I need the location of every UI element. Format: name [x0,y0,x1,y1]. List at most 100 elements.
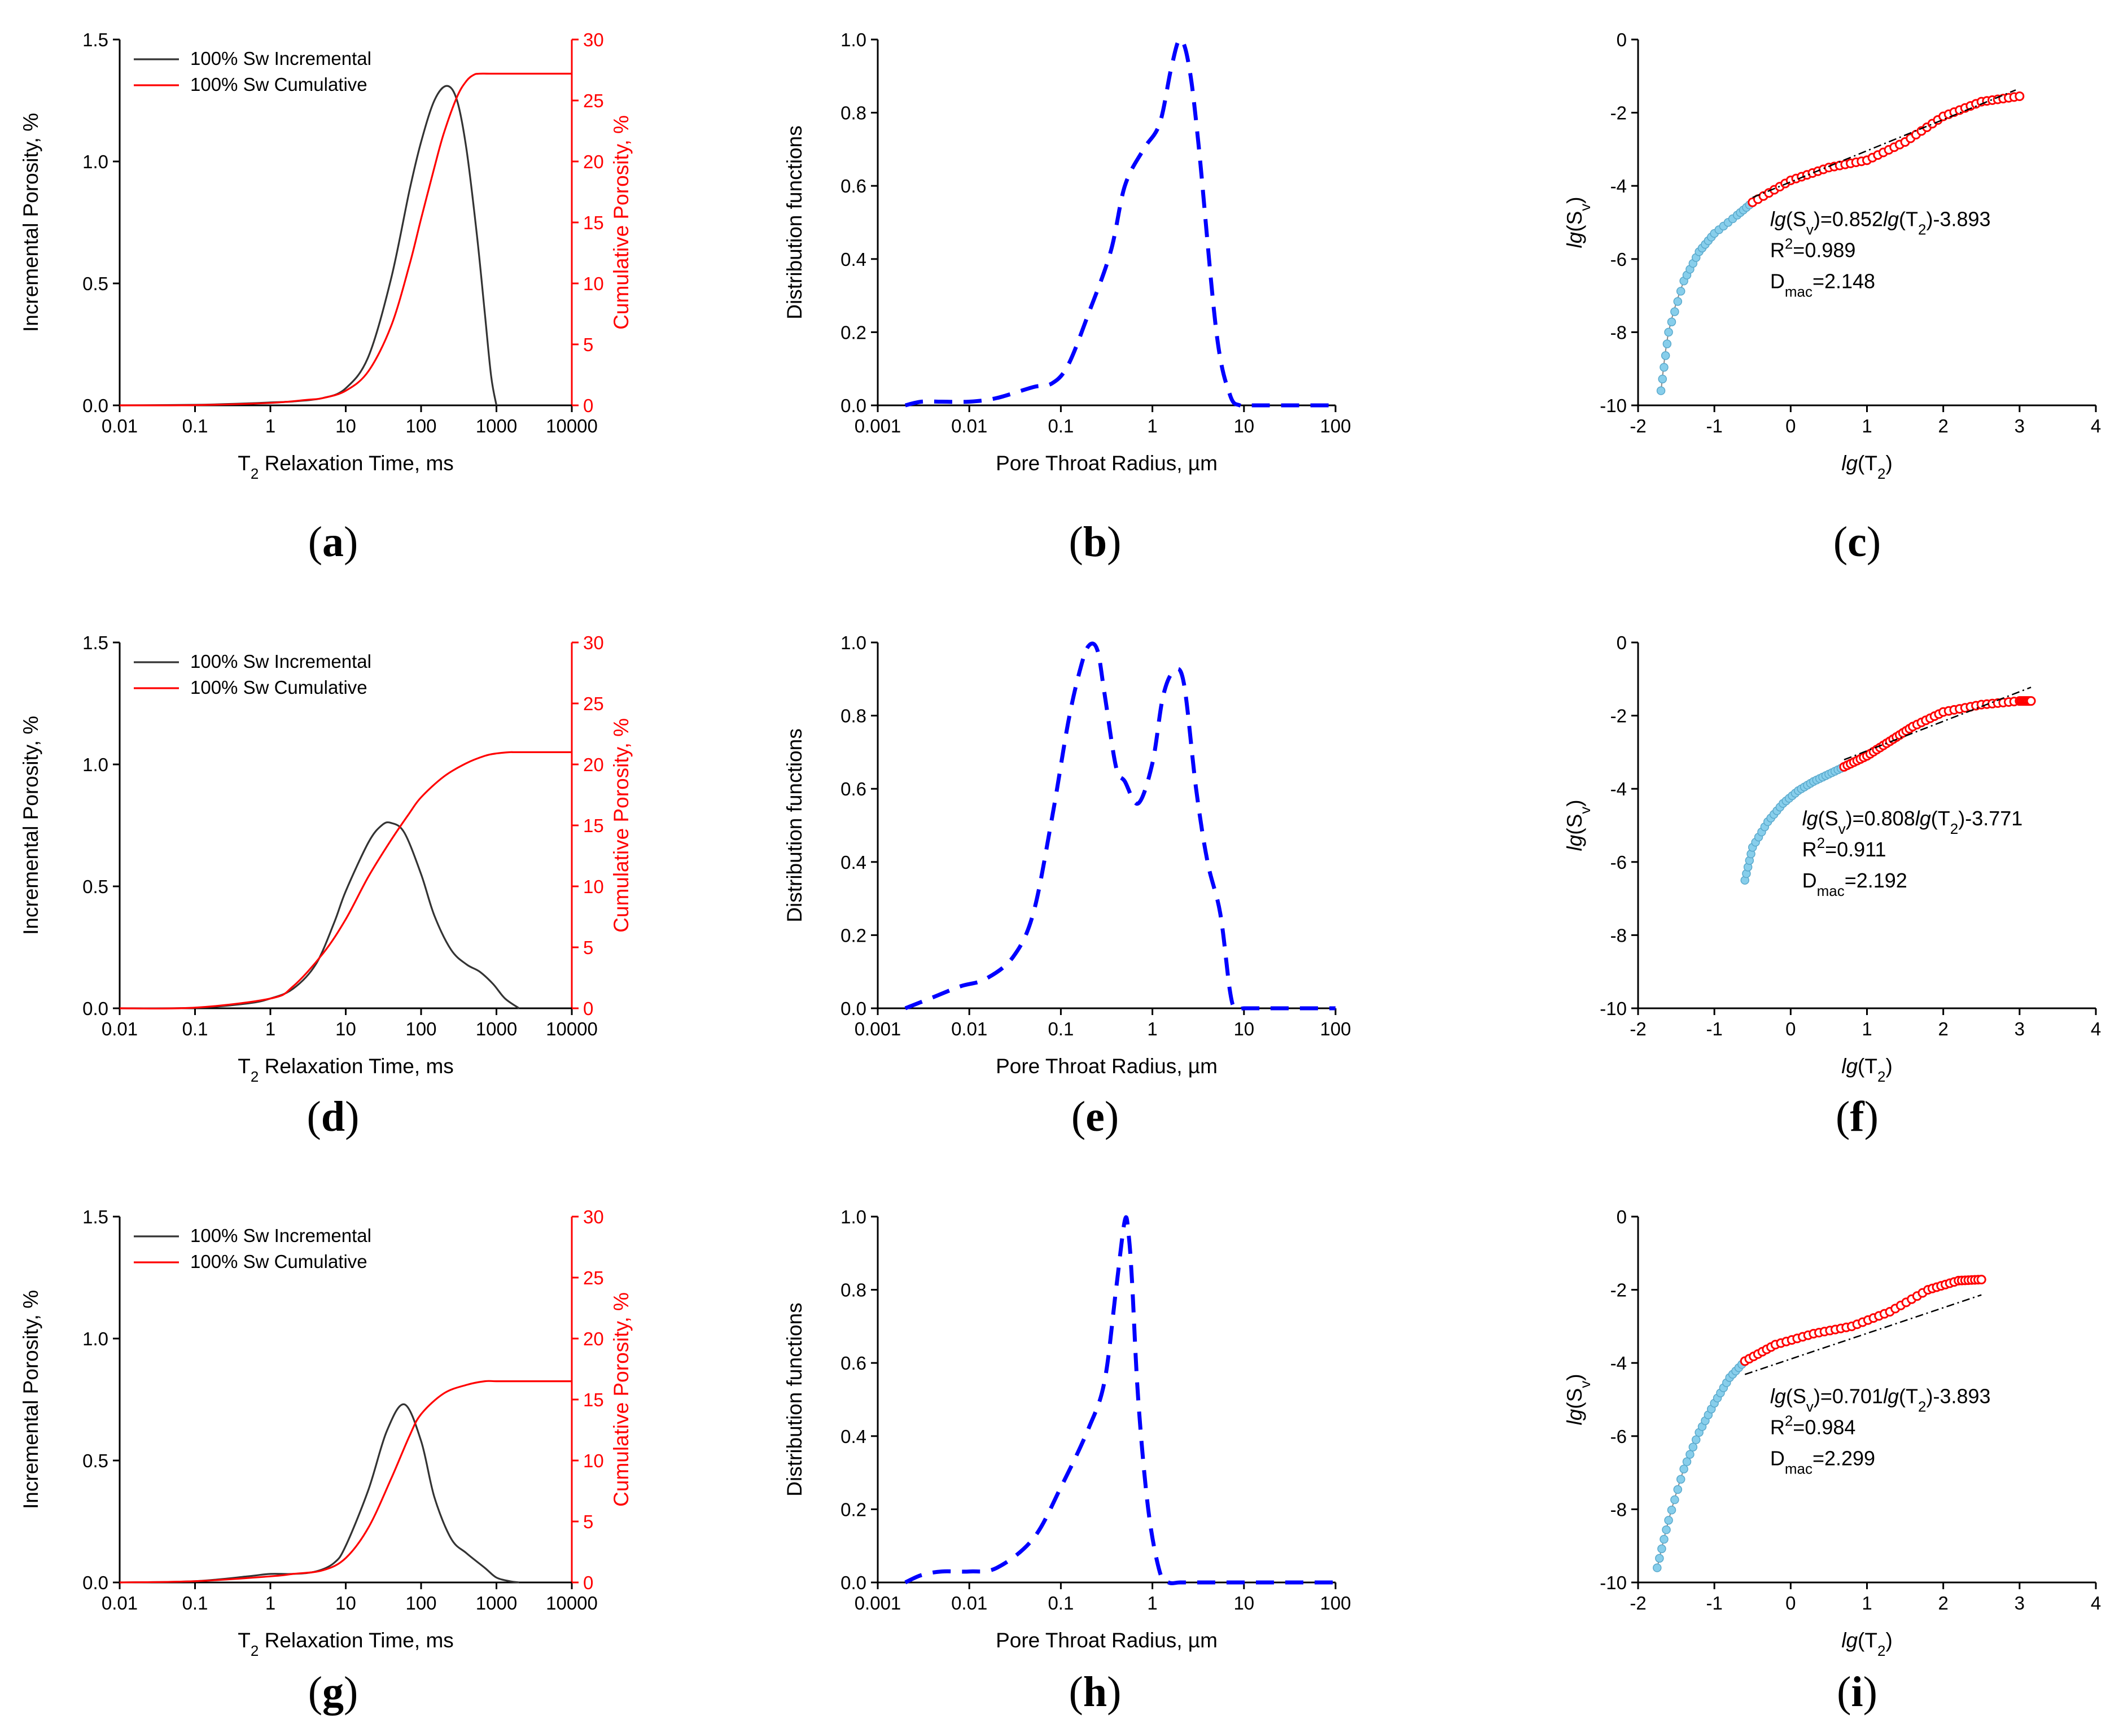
y-label-close: ) [1563,1374,1586,1380]
x-label-t: (T [1858,1629,1877,1652]
x-label-rest: Relaxation Time, ms [259,1629,453,1652]
x-label-lg: lg [1841,1629,1858,1652]
blue-point [1657,1544,1666,1554]
x-tick-label: 0.01 [951,416,987,436]
chart-a: (a) 0.01 0.1 1 10 100 1000 10000 0.0 0.5 1.0 1.5 0 5 1… [19,29,633,566]
annotation-r2: R2=0.984 [1770,1412,1856,1438]
x-axis-label: T2 Relaxation Time, ms [238,1629,454,1659]
x-tick-label: 10 [1233,1018,1254,1039]
ann-r2-val: =0.984 [1793,1415,1855,1438]
ann-r-sup: 2 [1817,834,1825,851]
y2-tick-label: 10 [583,273,604,294]
y-tick-label: 0 [1617,632,1627,653]
blue-point [1656,386,1666,395]
y-label-s: (S [1563,211,1586,232]
y-label-lg: lg [1563,1409,1586,1425]
x-tick-label: 10 [335,1593,356,1613]
x-tick-label: 100 [405,1593,436,1613]
red-point [2026,696,2036,706]
y-axis-label: Incremental Porosity, % [19,113,42,332]
x-tick-label: 1 [265,1018,275,1039]
x-tick-label: 0.01 [951,1593,987,1613]
x-label-sub: 2 [1877,465,1885,482]
x-tick-label: 1 [265,416,275,436]
x-tick-label: 1 [1862,1593,1872,1613]
y-label-sub: v [1577,807,1593,814]
y-axis-label: lg(Sv) [1563,799,1593,851]
panel-label: (c) [1833,518,1881,566]
y-tick-label: 0 [1617,1206,1627,1227]
ann-s: (S [1786,1384,1806,1407]
ann-eq: )=0.852 [1814,207,1883,230]
panel-label: (h) [1069,1668,1122,1716]
x-tick-label: 3 [2015,1593,2025,1613]
y-tick-label: -10 [1600,998,1627,1019]
blue-point [1676,1475,1685,1484]
panel-label: (e) [1071,1093,1119,1140]
y2-tick-label: 20 [583,1328,604,1349]
panel-label: (i) [1837,1668,1877,1716]
blue-trace [1660,202,1753,391]
panel-label-paren: ( [307,1093,321,1140]
panel-label-paren: ( [1069,518,1083,566]
y2-tick-label: 10 [583,876,604,897]
ann-d-sub: mac [1785,1460,1812,1477]
y2-tick-label: 30 [583,29,604,50]
y-tick-label: -2 [1610,706,1627,727]
y-label-s: (S [1563,1388,1586,1409]
x-tick-label: 4 [2091,416,2101,436]
x-tick-label: 0.1 [182,416,208,436]
y-tick-label: 0.8 [840,706,866,727]
y2-tick-label: 10 [583,1450,604,1471]
y-tick-label: 1.5 [82,29,108,50]
chart-e: (e) 0.001 0.01 0.1 1 10 100 0.0 0.2 0.4 0.6 0.8 1.0 P… [783,632,1351,1140]
panel-label: (g) [308,1668,358,1716]
x-tick-label: 2 [1938,1018,1948,1039]
x-label-close: ) [1885,1055,1892,1078]
ann-t-sub: 2 [1918,221,1926,238]
annotation-equation: lg(Sv)=0.808lg(T2)-3.771 [1802,807,2023,837]
y-tick-label: 0.0 [82,1572,108,1593]
x-tick-label: 10 [1233,1593,1254,1613]
y-axis-label: Distribution functions [783,728,806,922]
x-tick-label: -1 [1706,1593,1722,1613]
y-tick-label: -4 [1610,1353,1627,1374]
x-tick-label: 10 [335,1018,356,1039]
legend-label-incremental: 100% Sw Incremental [190,1225,371,1246]
y2-tick-label: 5 [583,937,593,958]
legend-label-cumulative: 100% Sw Cumulative [190,74,367,95]
cumulative-line [119,751,572,1010]
y-tick-label: 1.0 [840,1206,866,1227]
x-tick-label: 0.001 [855,416,901,436]
incremental-line [119,85,498,406]
blue-point [1682,1457,1692,1466]
ann-r2-val: =0.989 [1793,238,1855,261]
x-tick-label: 3 [2015,1018,2025,1039]
y-tick-label: -2 [1610,103,1627,124]
y2-tick-label: 15 [583,212,604,233]
y-axis-label: lg(Sv) [1563,196,1593,248]
x-tick-label: 10 [1233,416,1254,436]
panel-label-letter: d [321,1093,345,1140]
x-tick-label: -1 [1706,1018,1722,1039]
ann-r: R [1770,238,1785,261]
x-label-sub: 2 [251,1642,259,1659]
x-axis-label: T2 Relaxation Time, ms [238,1055,454,1085]
x-tick-label: 3 [2015,416,2025,436]
ann-intercept: )-3.893 [1926,1384,1990,1407]
ann-s-sub: v [1838,820,1846,837]
panel-label-letter: e [1085,1093,1105,1140]
ann-d-sub: mac [1817,882,1845,899]
y2-tick-label: 15 [583,1389,604,1410]
panel-label-paren: ( [1837,1668,1851,1716]
x-label-sub: 2 [251,465,259,482]
blue-point [1653,1563,1662,1572]
x-label-t: (T [1858,452,1877,475]
panel-label-paren: ( [308,1668,322,1716]
blue-point [1673,297,1683,306]
y-tick-label: -8 [1610,322,1627,343]
x-label-lg: lg [1841,452,1858,475]
y-tick-label: -8 [1610,1499,1627,1520]
y-label-s: (S [1563,814,1586,835]
blue-point [1685,1450,1695,1459]
